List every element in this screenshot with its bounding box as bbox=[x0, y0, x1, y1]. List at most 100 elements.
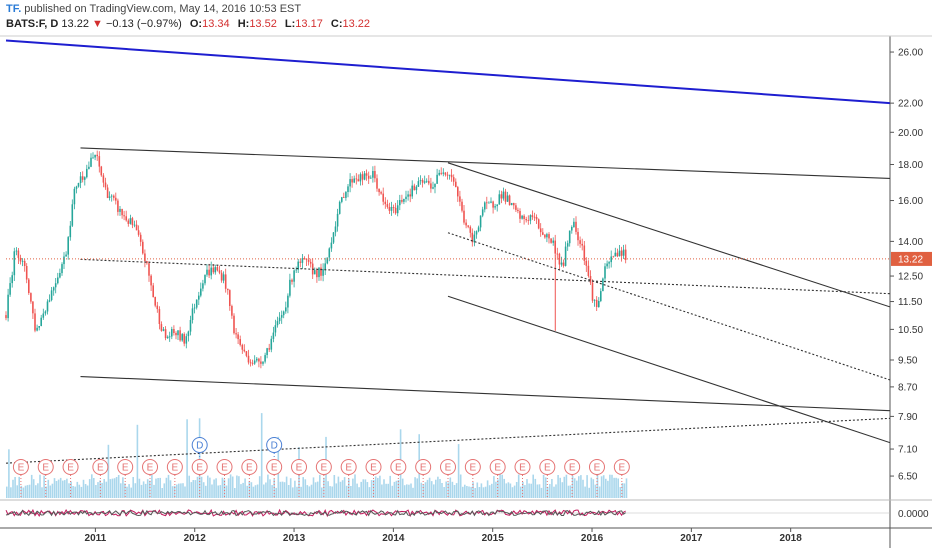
time-tick-label: 2018 bbox=[780, 533, 803, 544]
dotted-horizontal-trend[interactable] bbox=[80, 258, 891, 295]
candle-body bbox=[152, 285, 154, 298]
volume-bar bbox=[617, 478, 619, 498]
dividend-marker[interactable] bbox=[191, 437, 208, 453]
earnings-marker[interactable] bbox=[440, 459, 456, 475]
volume-bar bbox=[263, 484, 265, 498]
volume-bar bbox=[605, 478, 607, 498]
earnings-marker[interactable] bbox=[37, 459, 54, 475]
descending-trend-upper[interactable] bbox=[447, 162, 891, 308]
volume-bar bbox=[422, 484, 425, 498]
earnings-marker[interactable] bbox=[564, 459, 581, 475]
volume-bar bbox=[312, 477, 315, 498]
candle-body bbox=[214, 267, 217, 273]
candle-body bbox=[542, 232, 544, 235]
candle-body bbox=[23, 260, 26, 266]
candle-body bbox=[423, 181, 426, 183]
time-axis[interactable]: 2011 2012 2013 2014 2015 2016 2017 2018 bbox=[85, 528, 803, 544]
tradingview-logo[interactable]: TF. bbox=[6, 3, 22, 15]
earnings-marker[interactable] bbox=[390, 459, 407, 475]
earnings-marker[interactable] bbox=[415, 459, 432, 475]
earnings-marker[interactable] bbox=[365, 459, 382, 475]
volume-bar bbox=[462, 486, 464, 498]
earnings-marker[interactable] bbox=[588, 459, 605, 475]
volume-bar bbox=[414, 477, 416, 498]
candle-body bbox=[247, 355, 250, 363]
volume-bar bbox=[256, 484, 259, 498]
volume-bar bbox=[466, 486, 468, 498]
volume-bar bbox=[590, 477, 593, 498]
descending-trend-lower[interactable] bbox=[447, 295, 891, 444]
candle-body bbox=[591, 282, 594, 301]
price-axis[interactable]: 26.00 22.00 20.00 18.00 16.00 14.00 12.50 11.50… bbox=[890, 48, 932, 483]
volume-bar bbox=[538, 484, 541, 498]
candle-body bbox=[264, 355, 266, 362]
earnings-marker-label: E bbox=[494, 463, 501, 474]
candle-body bbox=[90, 157, 92, 167]
earnings-marker[interactable] bbox=[539, 459, 556, 475]
candle-body bbox=[9, 283, 11, 295]
candle-body bbox=[442, 172, 445, 174]
blue-long-trendline[interactable] bbox=[5, 39, 891, 105]
earnings-marker[interactable] bbox=[12, 459, 29, 475]
candle-body bbox=[158, 309, 161, 324]
candle-body bbox=[48, 300, 51, 302]
published-text: published on TradingView.com, May 14, 20… bbox=[24, 3, 302, 15]
candle-body bbox=[413, 185, 416, 191]
earnings-marker[interactable] bbox=[266, 459, 283, 475]
earnings-marker[interactable] bbox=[241, 459, 258, 475]
earnings-marker[interactable] bbox=[191, 459, 208, 475]
volume-bar bbox=[580, 475, 582, 498]
earnings-marker[interactable] bbox=[92, 459, 109, 475]
earnings-marker-label: E bbox=[246, 463, 253, 474]
earnings-marker-label: E bbox=[594, 463, 601, 474]
earnings-marker[interactable] bbox=[464, 459, 481, 475]
earnings-marker[interactable] bbox=[613, 459, 630, 475]
volume-bar bbox=[464, 484, 466, 498]
candle-body bbox=[123, 215, 125, 217]
volume-bar bbox=[134, 483, 137, 498]
upper-channel-line[interactable] bbox=[80, 147, 891, 179]
candle-body bbox=[587, 265, 590, 276]
volume-bar bbox=[279, 481, 282, 498]
earnings-marker[interactable] bbox=[291, 459, 308, 475]
volume-bar bbox=[615, 477, 617, 498]
candle-body bbox=[160, 324, 163, 331]
candle-body bbox=[345, 192, 347, 198]
trendline-drawings[interactable] bbox=[5, 39, 891, 464]
earnings-marker[interactable] bbox=[315, 459, 332, 475]
open-label: O: bbox=[189, 18, 203, 30]
earnings-marker[interactable] bbox=[62, 459, 79, 475]
earnings-marker[interactable] bbox=[142, 459, 159, 475]
candle-body bbox=[349, 179, 351, 187]
earnings-marker[interactable] bbox=[514, 459, 531, 475]
volume-bar bbox=[337, 476, 340, 498]
symbol-label[interactable]: BATS:F, D bbox=[6, 18, 59, 30]
candle-body bbox=[212, 267, 215, 273]
volume-bar bbox=[128, 484, 130, 498]
time-tick-label: 2016 bbox=[581, 533, 604, 544]
earnings-marker[interactable] bbox=[117, 459, 134, 475]
event-markers[interactable]: E E E E E E E E E E E E E E E E E E E E E E E E ED D bbox=[12, 437, 630, 499]
earnings-marker-label: E bbox=[519, 463, 526, 474]
candle-body bbox=[361, 174, 364, 180]
candle-body bbox=[506, 195, 509, 202]
lower-channel-line[interactable] bbox=[80, 375, 891, 412]
candle-body bbox=[36, 327, 38, 331]
candle-body bbox=[291, 279, 293, 282]
volume-bar bbox=[223, 479, 226, 498]
price-tick-label: 6.50 bbox=[898, 472, 918, 483]
dotted-descending-trend[interactable] bbox=[447, 232, 891, 381]
earnings-marker-label: E bbox=[42, 463, 49, 474]
earnings-marker[interactable] bbox=[216, 459, 233, 475]
dividend-marker[interactable] bbox=[266, 437, 283, 453]
low-label: L: bbox=[284, 18, 296, 30]
earnings-marker-label: E bbox=[569, 463, 576, 474]
earnings-marker[interactable] bbox=[489, 459, 506, 475]
earnings-marker[interactable] bbox=[166, 459, 183, 475]
dotted-rising-trend[interactable] bbox=[5, 417, 891, 464]
volume-bar bbox=[352, 478, 354, 498]
volume-bar bbox=[76, 481, 79, 498]
candle-body bbox=[556, 253, 559, 255]
earnings-marker[interactable] bbox=[340, 459, 357, 475]
